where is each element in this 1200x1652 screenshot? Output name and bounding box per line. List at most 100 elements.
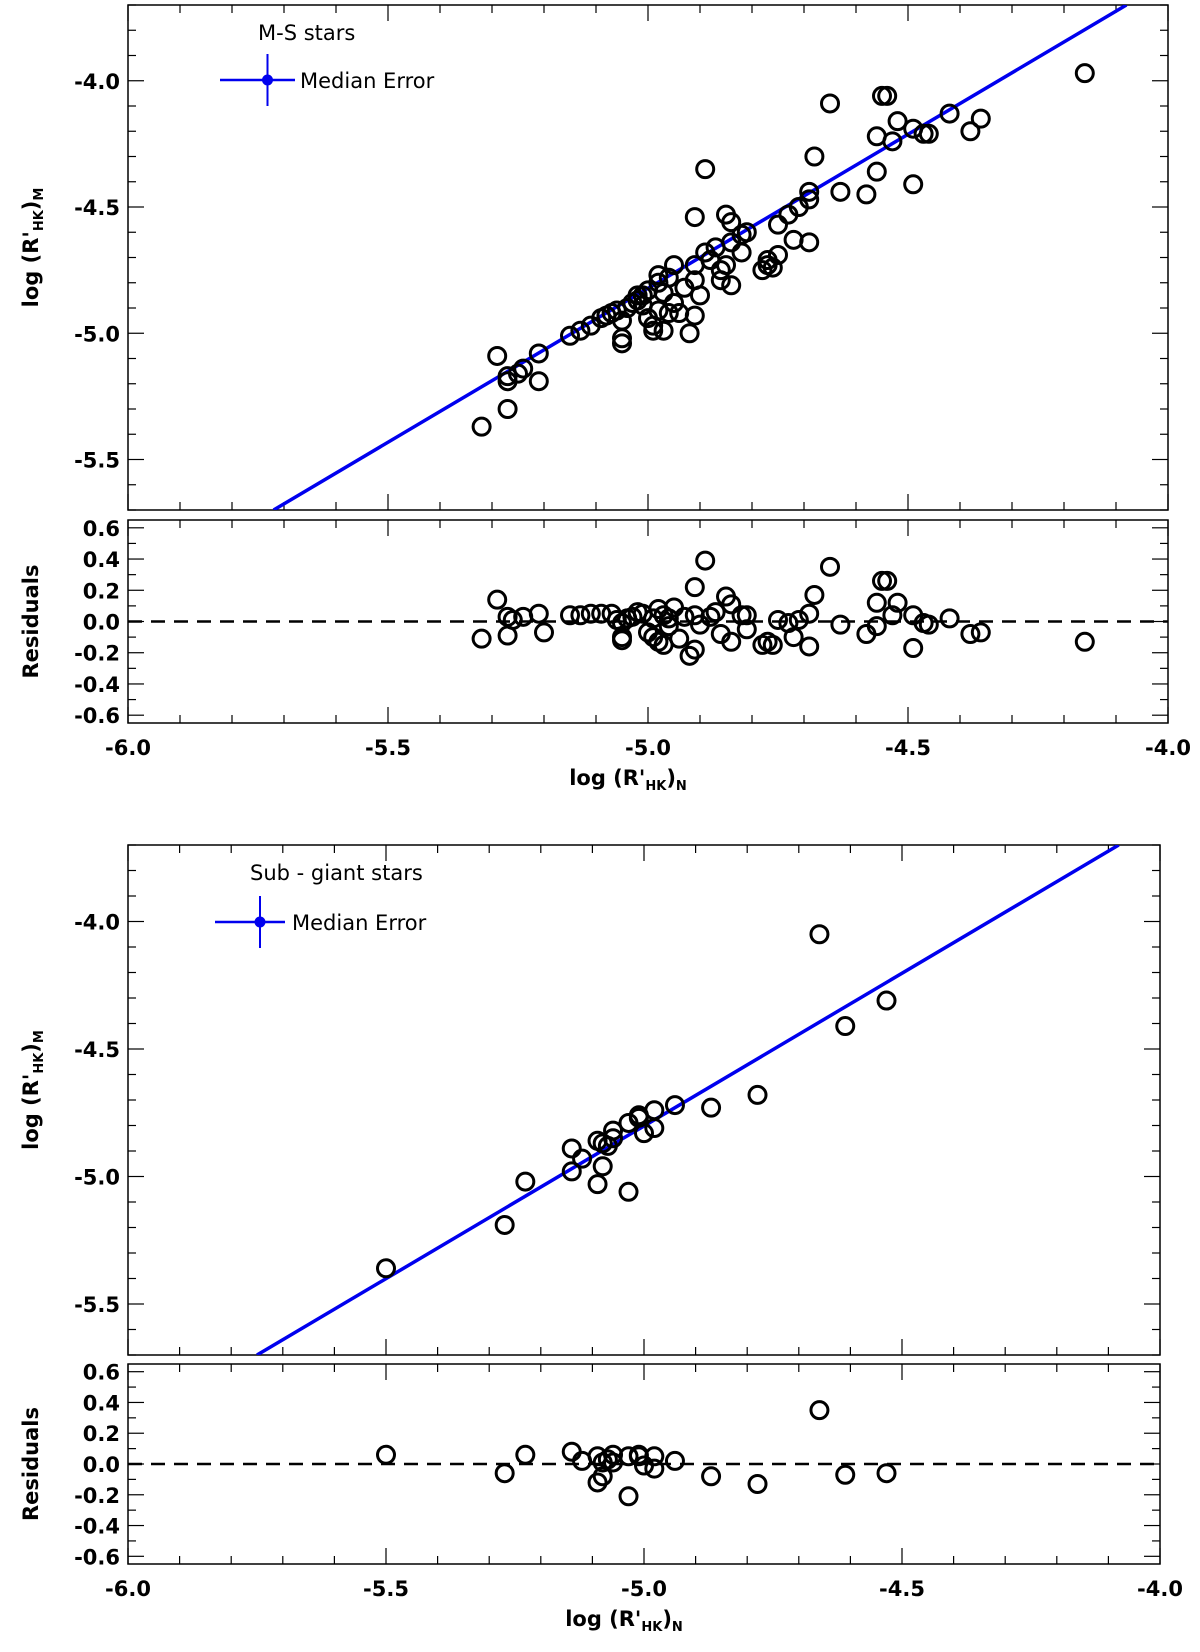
panel-1-xlabel-part-close: ) bbox=[666, 766, 676, 790]
panel-2-ylabel-part-close: ) bbox=[19, 1043, 43, 1053]
panel-0-data-point bbox=[970, 108, 991, 129]
panel-1-data-point bbox=[903, 638, 924, 659]
panel-3-ytick-label: 0.2 bbox=[83, 1422, 120, 1446]
panel-3-xlabel-part-sub1: HK bbox=[641, 1620, 663, 1635]
panel-0-data-point bbox=[866, 161, 887, 182]
panel-3-xtick-label: -4.5 bbox=[879, 1577, 925, 1601]
panel-0-data-point bbox=[471, 416, 492, 437]
panel-0-data-point bbox=[560, 325, 580, 346]
panel-0-data-point bbox=[721, 275, 742, 296]
panel-3-data-point bbox=[747, 1474, 768, 1494]
panel-3-ylabel: Residuals bbox=[19, 1407, 43, 1521]
panel-0-legend: M-S stars Median Error bbox=[220, 21, 435, 106]
panel-1-data-point bbox=[830, 614, 851, 635]
panel-0-data-point bbox=[632, 285, 653, 306]
panel-0-data-point bbox=[752, 260, 773, 281]
panel-0-legend-marker bbox=[262, 74, 273, 86]
panel-2-data-point bbox=[747, 1084, 768, 1105]
panel-0-data-point bbox=[960, 121, 981, 142]
panel-1-data-point bbox=[804, 584, 825, 605]
panel-3-data-point bbox=[835, 1464, 856, 1485]
panel-1-data-point bbox=[705, 602, 726, 623]
panel-1-data-point bbox=[736, 619, 757, 640]
panel-1-data bbox=[128, 550, 1168, 666]
panel-0-data-point bbox=[508, 363, 528, 384]
panel-0-data-point bbox=[918, 123, 939, 144]
panel-1-data-point bbox=[799, 603, 820, 624]
panel-0-data-point bbox=[736, 222, 757, 243]
panel-2-data-point bbox=[376, 1258, 396, 1279]
panel-3-data-point bbox=[561, 1441, 582, 1462]
panel-0-data-point bbox=[799, 232, 820, 253]
panel-3-xlabel-part-sub2: N bbox=[672, 1620, 683, 1635]
panel-2-legend-label: Median Error bbox=[292, 911, 427, 935]
panel-0-data-point bbox=[768, 214, 788, 235]
panel-3-data-point bbox=[587, 1472, 608, 1493]
panel-0-ylabel: log (R'HK)M bbox=[19, 188, 47, 308]
panel-1-data-point bbox=[877, 570, 898, 591]
panel-1-data-point bbox=[768, 609, 788, 630]
panel-1-xlabel: log (R'HK)N bbox=[569, 766, 687, 794]
panel-2-ytick-label: -4.5 bbox=[74, 1038, 120, 1062]
panel-2-data-point bbox=[561, 1138, 582, 1159]
panel-0-data-point bbox=[679, 323, 700, 344]
panel-1-xtick-label: -5.5 bbox=[365, 736, 411, 760]
panel-3-data-point bbox=[494, 1463, 515, 1484]
panel-1-data-point bbox=[721, 594, 742, 615]
panel-2-ytick-label: -5.5 bbox=[74, 1293, 120, 1317]
panel-1-ytick-label: 0.2 bbox=[83, 579, 120, 603]
panel-1-xtick-label: -5.0 bbox=[625, 736, 671, 760]
panel-3-data-point bbox=[515, 1444, 536, 1465]
panel-2-ylabel-text: log (R'HK)M bbox=[19, 1030, 47, 1150]
panel-2-ylabel-part-sub1: HK bbox=[32, 1052, 47, 1074]
panel-1-data-point bbox=[721, 631, 742, 652]
panel-3-xtick-label: -6.0 bbox=[105, 1577, 151, 1601]
panel-1-data-point bbox=[960, 623, 981, 644]
panel-0-data-point bbox=[658, 267, 679, 288]
panel-2-data-point bbox=[494, 1214, 515, 1235]
panel-1-xtick-label: -6.0 bbox=[105, 736, 151, 760]
panel-0-ylabel-part-sub2: M bbox=[32, 188, 47, 201]
panel-0-ylabel-text: log (R'HK)M bbox=[19, 188, 47, 308]
panel-0-data-point bbox=[570, 320, 591, 341]
panel-3-ytick-label: 0.4 bbox=[83, 1391, 120, 1415]
panel-2-ylabel: log (R'HK)M bbox=[19, 1030, 47, 1150]
panel-2: -4.0 -4.5 -5.0 -5.5 log (R'HK)M Sub - giant s… bbox=[19, 844, 1161, 1356]
panel-3-ytick-label: -0.4 bbox=[74, 1515, 120, 1539]
panel-1-ytick-label: 0.6 bbox=[83, 517, 120, 541]
panel-0-data-point bbox=[887, 111, 908, 132]
panel-0-data-point bbox=[721, 212, 742, 233]
panel-0-data-point bbox=[664, 255, 684, 276]
panel-0-data-point bbox=[799, 181, 820, 202]
panel-1-xlabel-text: log (R'HK)N bbox=[569, 766, 687, 794]
panel-3-xlabel-text: log (R'HK)N bbox=[565, 1607, 683, 1635]
panel-3-xtick-label: -5.0 bbox=[621, 1577, 667, 1601]
panel-3-data-point bbox=[809, 1400, 830, 1421]
panel-0-data-point bbox=[497, 399, 518, 419]
panel-1-data-point bbox=[502, 609, 523, 630]
panel-1-data-point bbox=[887, 592, 908, 613]
panel-1-ytick-label: -0.2 bbox=[74, 642, 120, 666]
panel-1-xtick-label: -4.0 bbox=[1145, 736, 1191, 760]
panel-0-data-point bbox=[731, 242, 752, 263]
panel-2-legend-marker bbox=[254, 916, 266, 928]
panel-1-ytick-label: -0.6 bbox=[74, 704, 120, 728]
panel-3-data-point bbox=[701, 1466, 722, 1487]
panel-2-data-point bbox=[809, 924, 830, 945]
panel-1-ylabel: Residuals bbox=[19, 565, 43, 679]
panel-1-data-point bbox=[684, 577, 705, 598]
panel-3-data-point bbox=[376, 1444, 396, 1465]
panel-1-ylabel-text: Residuals bbox=[19, 565, 43, 679]
panel-3-xtick-label: -5.5 bbox=[363, 1577, 409, 1601]
panel-3-ylabel-text: Residuals bbox=[19, 1407, 43, 1521]
panel-0-data-point bbox=[716, 255, 736, 276]
panel-3-ytick-label: 0.0 bbox=[83, 1453, 120, 1477]
panel-1-data-point bbox=[762, 634, 783, 655]
panel-0-data-point bbox=[695, 159, 716, 180]
panel-0-data-point bbox=[648, 265, 669, 286]
panel-0-data-point bbox=[830, 181, 851, 202]
panel-0-data-point bbox=[762, 257, 783, 278]
panel-0-data bbox=[272, 5, 1128, 510]
panel-1-data-point bbox=[674, 606, 695, 627]
panel-0-data-point bbox=[648, 272, 669, 293]
